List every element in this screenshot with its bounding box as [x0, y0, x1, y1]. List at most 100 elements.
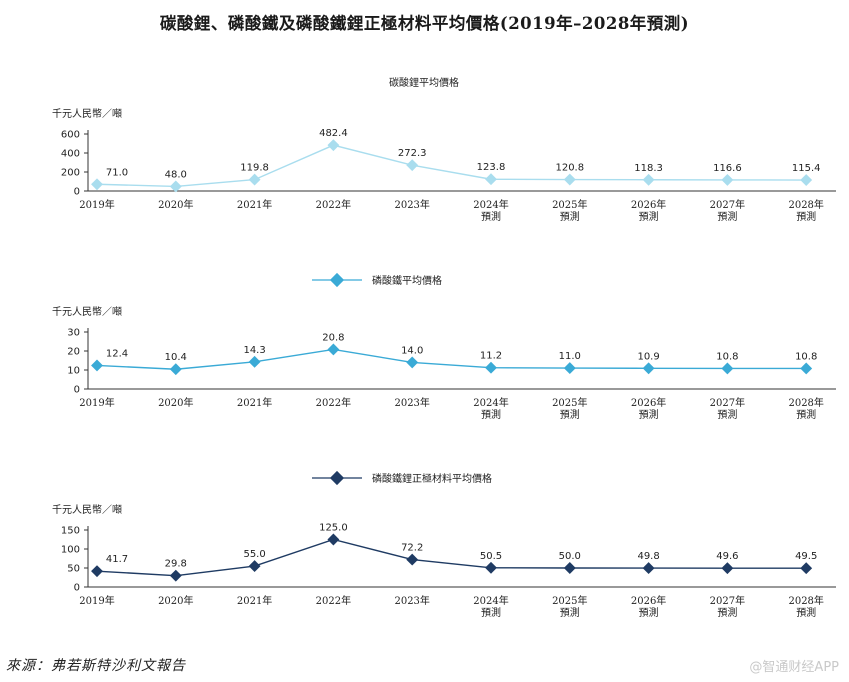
y-tick-label: 400	[61, 149, 80, 160]
x-tick-label: 2026年預測	[631, 594, 666, 619]
x-tick-label: 2023年	[394, 198, 429, 211]
data-label: 12.4	[106, 348, 128, 359]
data-label: 14.3	[243, 345, 265, 356]
data-label: 115.4	[792, 163, 821, 174]
y-tick-label: 200	[61, 168, 80, 179]
data-point-marker	[169, 180, 182, 193]
x-tick-label: 2019年	[79, 198, 114, 211]
x-tick-label: 2019年	[79, 594, 114, 607]
data-point-marker	[721, 562, 734, 575]
data-point-marker	[327, 139, 340, 152]
y-tick-label: 100	[61, 545, 80, 556]
data-point-marker	[248, 355, 261, 368]
data-label: 48.0	[165, 169, 187, 180]
data-label: 11.2	[480, 351, 502, 362]
data-point-marker	[169, 363, 182, 376]
x-tick-label: 2021年	[237, 594, 272, 607]
x-tick-label: 2020年	[158, 396, 193, 409]
x-tick-label: 2028年預測	[788, 396, 823, 421]
y-tick-label: 0	[74, 385, 80, 396]
data-label: 72.2	[401, 543, 423, 554]
data-point-marker	[485, 173, 497, 186]
data-label: 10.9	[637, 351, 659, 362]
data-point-marker	[327, 343, 340, 356]
data-label: 14.0	[401, 345, 423, 356]
watermark: @智通财经APP	[749, 660, 839, 675]
data-label: 49.6	[716, 551, 738, 562]
y-tick-label: 30	[67, 328, 80, 339]
data-label: 10.8	[795, 351, 817, 362]
data-label: 118.3	[634, 163, 663, 174]
x-tick-label: 2020年	[158, 594, 193, 607]
y-axis-unit-label: 千元人民幣／噸	[52, 305, 122, 318]
x-tick-label: 2024年預測	[473, 396, 508, 421]
y-tick-label: 0	[74, 187, 80, 198]
chart-title: 碳酸鋰平均價格	[389, 76, 459, 89]
y-tick-label: 600	[61, 130, 80, 141]
data-point-marker	[642, 362, 655, 375]
y-tick-label: 10	[67, 366, 80, 377]
data-label: 20.8	[322, 332, 344, 343]
data-label: 55.0	[243, 549, 265, 560]
legend-diamond-marker	[329, 470, 345, 486]
data-point-marker	[406, 553, 419, 566]
data-label: 116.6	[713, 163, 742, 174]
data-label: 482.4	[319, 128, 348, 139]
x-tick-label: 2023年	[394, 594, 429, 607]
data-label: 49.8	[637, 551, 659, 562]
data-point-marker	[485, 361, 497, 374]
series-line	[96, 348, 807, 370]
data-point-marker	[248, 173, 261, 186]
data-point-marker	[800, 362, 813, 375]
x-tick-label: 2020年	[158, 198, 193, 211]
y-tick-label: 150	[61, 526, 80, 537]
data-label: 10.8	[716, 351, 738, 362]
data-point-marker	[563, 173, 576, 186]
data-point-marker	[327, 533, 340, 546]
series-line	[96, 538, 807, 577]
data-point-marker	[248, 560, 261, 573]
data-label: 272.3	[398, 148, 427, 159]
x-tick-label: 2028年預測	[788, 594, 823, 619]
x-tick-label: 2024年預測	[473, 198, 508, 223]
y-axis-unit-label: 千元人民幣／噸	[52, 107, 122, 120]
x-tick-label: 2025年預測	[552, 396, 587, 421]
y-axis-unit-label: 千元人民幣／噸	[52, 503, 122, 516]
data-point-marker	[169, 569, 182, 582]
data-label: 125.0	[319, 523, 348, 534]
x-tick-label: 2026年預測	[631, 396, 666, 421]
y-tick-label: 20	[67, 347, 80, 358]
x-tick-label: 2028年預測	[788, 198, 823, 223]
data-label: 119.8	[240, 163, 269, 174]
x-tick-label: 2021年	[237, 396, 272, 409]
x-tick-label: 2024年預測	[473, 594, 508, 619]
x-tick-label: 2026年預測	[631, 198, 666, 223]
data-label: 29.8	[165, 559, 187, 570]
data-point-marker	[563, 362, 576, 375]
legend-diamond-marker	[329, 272, 345, 288]
x-tick-label: 2021年	[237, 198, 272, 211]
data-point-marker	[91, 178, 103, 191]
page-title: 碳酸鋰、磷酸鐵及磷酸鐵鋰正極材料平均價格(2019年–2028年預測)	[159, 14, 690, 33]
x-tick-label: 2019年	[79, 396, 114, 409]
x-tick-label: 2022年	[316, 594, 351, 607]
data-point-marker	[485, 561, 497, 574]
data-point-marker	[406, 159, 419, 172]
data-label: 41.7	[106, 554, 128, 565]
series-line	[96, 144, 807, 188]
legend-label: 磷酸鐵平均價格	[372, 274, 442, 287]
data-label: 50.5	[480, 551, 502, 562]
data-point-marker	[800, 562, 813, 575]
y-tick-label: 50	[67, 564, 80, 575]
data-point-marker	[91, 359, 103, 372]
x-tick-label: 2025年預測	[552, 594, 587, 619]
data-point-marker	[642, 173, 655, 186]
data-point-marker	[91, 565, 103, 578]
x-tick-label: 2027年預測	[710, 198, 745, 223]
data-label: 11.0	[559, 351, 581, 362]
data-label: 50.0	[559, 551, 581, 562]
x-tick-label: 2025年預測	[552, 198, 587, 223]
